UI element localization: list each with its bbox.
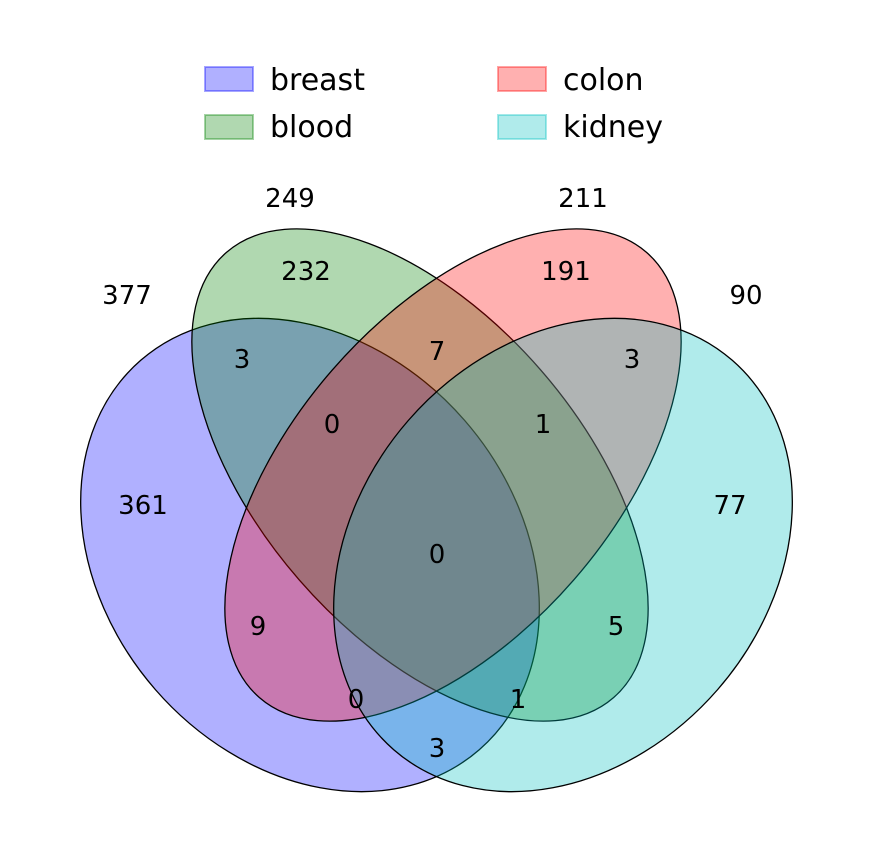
legend: breast blood colon kidney (204, 63, 663, 145)
region-breast-colon: 9 (250, 612, 267, 642)
set-colon (224, 228, 682, 722)
legend-label-blood: blood (270, 110, 353, 145)
legend-swatch-breast (204, 66, 254, 92)
legend-swatch-kidney (497, 114, 547, 140)
venn-sets (80, 228, 793, 793)
region-breast-blood-kidney: 1 (510, 685, 527, 715)
region-kidney-only: 77 (713, 491, 746, 521)
region-breast-blood-colon: 0 (324, 410, 341, 440)
total-breast: 377 (102, 281, 152, 311)
region-blood-colon: 7 (429, 337, 446, 367)
set-blood (191, 228, 649, 722)
legend-swatch-blood (204, 114, 254, 140)
region-breast-only: 361 (118, 491, 168, 521)
region-blood-only: 232 (281, 257, 331, 287)
region-blood-kidney: 5 (608, 612, 625, 642)
set-kidney (333, 317, 793, 793)
region-blood-colon-kidney: 1 (535, 410, 552, 440)
set-breast (80, 317, 540, 793)
legend-label-breast: breast (270, 63, 365, 98)
region-breast-colon-kidney: 0 (348, 685, 365, 715)
legend-label-kidney: kidney (563, 110, 663, 145)
region-breast-blood: 3 (234, 345, 251, 375)
region-all-four: 0 (429, 540, 446, 570)
set-totals: 377 249 211 90 (102, 184, 762, 311)
region-colon-kidney: 3 (624, 345, 641, 375)
region-counts: 361 232 191 77 3 7 3 0 1 0 9 5 0 1 3 (118, 257, 746, 764)
total-blood: 249 (265, 184, 315, 214)
legend-label-colon: colon (563, 63, 644, 98)
total-colon: 211 (558, 184, 608, 214)
region-colon-only: 191 (541, 257, 591, 287)
total-kidney: 90 (729, 281, 762, 311)
legend-swatch-colon (497, 66, 547, 92)
region-breast-kidney: 3 (429, 734, 446, 764)
